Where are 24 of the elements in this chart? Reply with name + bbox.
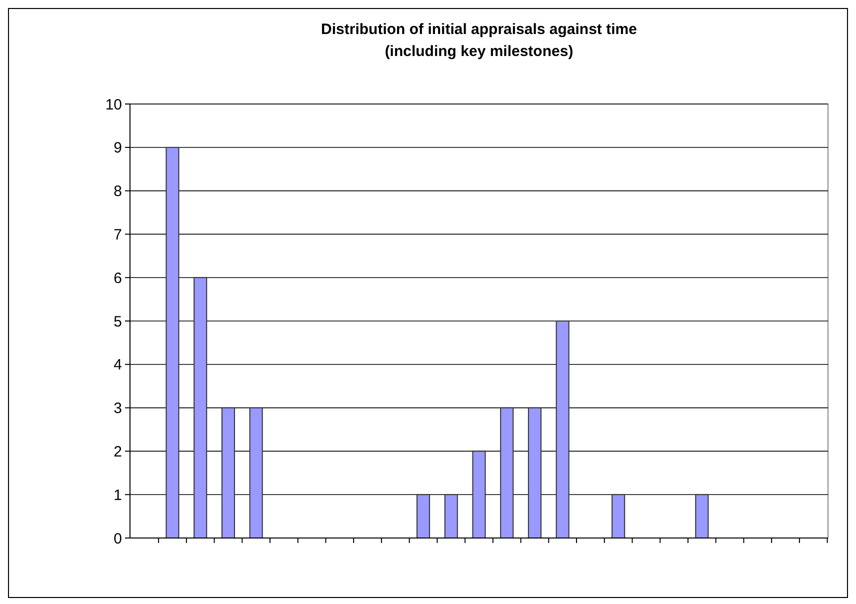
y-tick-label: 9 (114, 140, 122, 157)
y-tick-label: 5 (114, 313, 122, 330)
bar (500, 407, 514, 538)
bar (528, 407, 542, 538)
y-tick-label: 2 (114, 443, 122, 460)
y-tick-label: 3 (114, 400, 122, 418)
bar (695, 494, 709, 538)
bar (612, 494, 626, 538)
y-tick-label: 0 (114, 530, 122, 548)
bar (416, 494, 430, 538)
bar (556, 320, 570, 538)
y-tick-label: 4 (114, 356, 122, 374)
bar (249, 407, 263, 538)
chart-title: Distribution of initial appraisals against time (including key milestones) (321, 21, 637, 60)
bar (166, 146, 180, 538)
bar (194, 277, 208, 538)
bar (472, 450, 486, 538)
bar (221, 407, 235, 538)
bar (444, 494, 458, 538)
y-tick-label: 10 (105, 96, 122, 114)
y-tick-label: 1 (114, 486, 122, 504)
y-tick-label: 6 (114, 270, 122, 287)
y-tick-label: 7 (114, 226, 122, 244)
y-tick-label: 8 (114, 183, 122, 200)
